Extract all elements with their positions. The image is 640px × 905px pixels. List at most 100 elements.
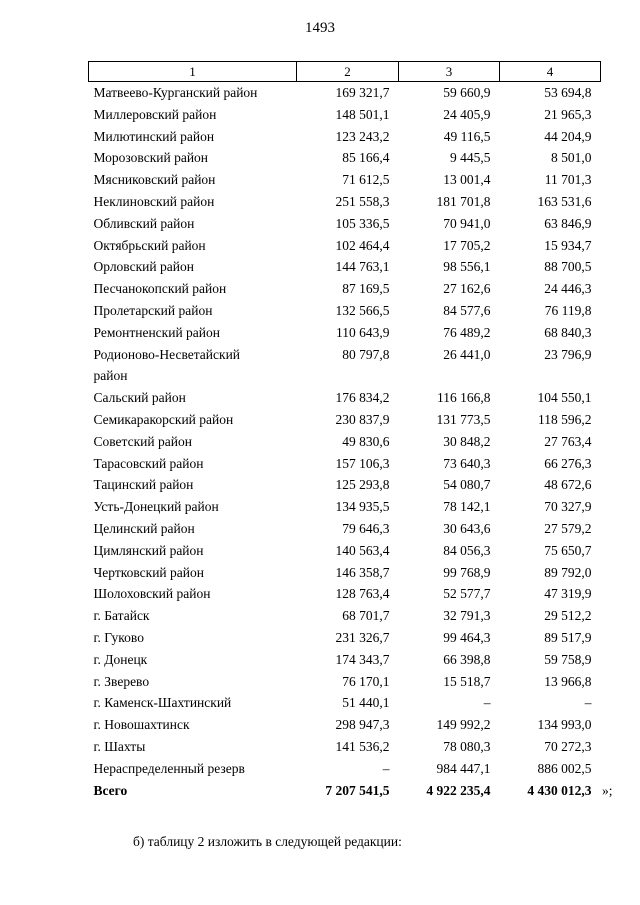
row-value: 47 319,9 <box>544 586 592 602</box>
table-row: Октябрьский район 102 464,4 17 705,2 15 934… <box>89 235 601 257</box>
row-value: 17 705,2 <box>443 237 491 253</box>
table-row: г. Донецк 174 343,7 66 398,8 59 758,9 <box>89 649 601 671</box>
row-value: 148 501,1 <box>335 106 390 122</box>
row-value: 134 935,5 <box>335 499 390 515</box>
row-name: Нераспределенный резерв <box>93 760 245 776</box>
total-label: Всего <box>93 782 128 798</box>
row-value: 15 518,7 <box>443 673 491 689</box>
row-value: 13 966,8 <box>544 673 592 689</box>
row-value: 70 327,9 <box>544 499 592 515</box>
row-value: 23 796,9 <box>544 346 592 362</box>
row-name: Усть-Донецкий район <box>93 499 219 515</box>
row-value: 181 701,8 <box>436 193 491 209</box>
table-row: г. Каменск-Шахтинский 51 440,1 – – <box>89 692 601 714</box>
table-row: Чертковский район 146 358,7 99 768,9 89 792… <box>89 562 601 584</box>
total-row: Всего 7 207 541,5 4 922 235,4 4 430 012,… <box>89 780 601 802</box>
row-value: 84 056,3 <box>443 542 491 558</box>
row-value: 27 579,2 <box>544 520 592 536</box>
row-value: 128 763,4 <box>335 586 390 602</box>
row-value: 89 517,9 <box>544 629 592 645</box>
row-value: 298 947,3 <box>335 717 390 733</box>
row-value: 231 326,7 <box>335 629 390 645</box>
table-row: Советский район 49 830,6 30 848,2 27 763,4 <box>89 431 601 453</box>
row-value: 98 556,1 <box>443 259 491 275</box>
row-value: 30 848,2 <box>443 433 491 449</box>
row-value: 9 445,5 <box>450 150 491 166</box>
table-row: Орловский район 144 763,1 98 556,1 88 700,5 <box>89 256 601 278</box>
row-value: 105 336,5 <box>335 215 390 231</box>
row-name: Мясниковский район <box>93 172 216 188</box>
row-value: 32 791,3 <box>443 608 491 624</box>
row-value: 13 001,4 <box>443 172 491 188</box>
row-value: 174 343,7 <box>335 651 390 667</box>
table-row: Милютинский район 123 243,2 49 116,5 44 204… <box>89 126 601 148</box>
row-value: – <box>483 695 491 711</box>
table-row: Мясниковский район 71 612,5 13 001,4 11 701… <box>89 169 601 191</box>
row-name: Обливский район <box>93 215 195 231</box>
row-value: 15 934,7 <box>544 237 592 253</box>
row-value: 149 992,2 <box>436 717 491 733</box>
table-row: г. Зверево 76 170,1 15 518,7 13 966,8 <box>89 671 601 693</box>
row-value: 123 243,2 <box>335 128 390 144</box>
table-footer: Всего 7 207 541,5 4 922 235,4 4 430 012,… <box>89 780 601 802</box>
table-row: Матвеево-Курганский район 169 321,7 59 660… <box>89 82 601 104</box>
row-value: 886 002,5 <box>537 760 592 776</box>
table-wrapper: 1 2 3 4 Матвеево-Курганский район 169 321… <box>88 61 613 802</box>
row-value: 49 116,5 <box>443 128 491 144</box>
row-value: 53 694,8 <box>544 85 592 100</box>
row-name: г. Донецк <box>93 651 148 667</box>
total-value-4: 4 430 012,3 <box>527 782 592 798</box>
row-value: 110 643,9 <box>336 324 390 340</box>
row-value: 132 566,5 <box>335 302 390 318</box>
row-name: Советский район <box>93 433 192 449</box>
row-name: Неклиновский район <box>93 193 215 209</box>
row-value: 140 563,4 <box>335 542 390 558</box>
table-row: Ремонтненский район 110 643,9 76 489,2 68 8… <box>89 322 601 344</box>
row-name: Тарасовский район <box>93 455 204 471</box>
row-name: Цимлянский район <box>93 542 204 558</box>
row-value: 163 531,6 <box>537 193 592 209</box>
header-col-4: 4 <box>499 61 601 82</box>
row-value: 251 558,3 <box>335 193 390 209</box>
table-row: г. Батайск 68 701,7 32 791,3 29 512,2 <box>89 605 601 627</box>
row-name: Семикаракорский район <box>93 411 234 427</box>
page-number: 1493 <box>305 20 335 36</box>
row-value: 30 643,6 <box>443 520 491 536</box>
row-name: Матвеево-Курганский район <box>93 85 258 100</box>
row-value: 169 321,7 <box>335 85 390 100</box>
row-value: 88 700,5 <box>544 259 592 275</box>
row-value: 54 080,7 <box>443 477 491 493</box>
row-value: 89 792,0 <box>544 564 592 580</box>
row-name: Пролетарский район <box>93 302 213 318</box>
table-row: Тарасовский район 157 106,3 73 640,3 66 276… <box>89 453 601 475</box>
row-value: 70 941,0 <box>443 215 491 231</box>
table-row: Морозовский район 85 166,4 9 445,5 8 501,0 <box>89 147 601 169</box>
table-row: Пролетарский район 132 566,5 84 577,6 76 11… <box>89 300 601 322</box>
row-name: Сальский район <box>93 390 186 406</box>
row-name: г. Каменск-Шахтинский <box>93 695 232 711</box>
row-value: 8 501,0 <box>551 150 592 166</box>
row-name: г. Зверево <box>93 673 150 689</box>
row-name: Ремонтненский район <box>93 324 221 340</box>
row-value: – <box>382 760 390 776</box>
row-value: 44 204,9 <box>544 128 592 144</box>
row-value: 63 846,9 <box>544 215 592 231</box>
table-header: 1 2 3 4 <box>88 61 601 82</box>
row-value: 102 464,4 <box>335 237 390 253</box>
table-row: Усть-Донецкий район 134 935,5 78 142,1 70 3… <box>89 496 601 518</box>
row-name: г. Гуково <box>93 629 144 645</box>
row-value: 176 834,2 <box>335 390 390 406</box>
row-value: 24 446,3 <box>544 281 592 297</box>
row-value: 118 596,2 <box>538 411 592 427</box>
table-row: Семикаракорский район 230 837,9 131 773,5 1… <box>89 409 601 431</box>
row-name: Песчанокопский район <box>93 281 227 297</box>
header-col-1: 1 <box>88 61 297 82</box>
table-row: г. Новошахтинск 298 947,3 149 992,2 134 993… <box>89 714 601 736</box>
table-row: Обливский район 105 336,5 70 941,0 63 846,9 <box>89 213 601 235</box>
table-row: Миллеровский район 148 501,1 24 405,9 21 96… <box>89 104 601 126</box>
row-value: 24 405,9 <box>443 106 491 122</box>
row-value: 141 536,2 <box>335 738 390 754</box>
header-row: 1 2 3 4 <box>88 61 601 82</box>
row-value: 59 660,9 <box>443 85 491 100</box>
row-value: 84 577,6 <box>443 302 491 318</box>
